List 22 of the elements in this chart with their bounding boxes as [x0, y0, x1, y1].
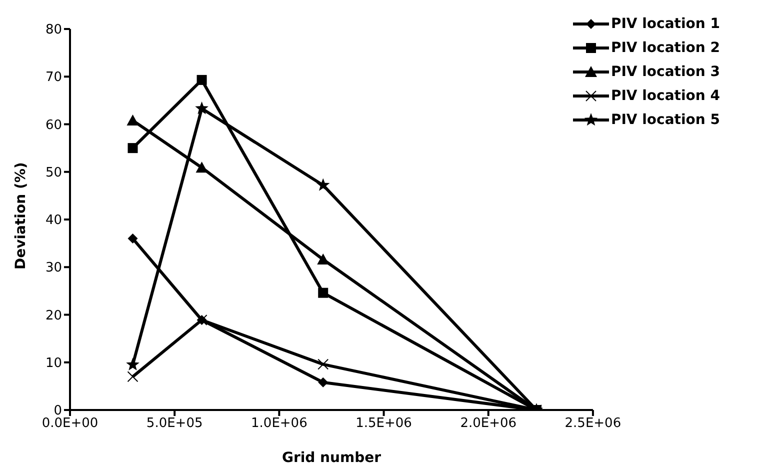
y-tick-label: 80: [45, 22, 62, 38]
legend-label: PIV location 3: [610, 64, 720, 80]
x-tick-label: 2.0E+06: [460, 416, 517, 432]
legend-label: PIV location 5: [610, 112, 720, 128]
x-tick-label: 2.5E+06: [564, 416, 622, 432]
y-tick-label: 40: [45, 213, 62, 228]
x-tick-label: 1.5E+06: [356, 416, 412, 432]
x-tick-label: 1.0E+06: [251, 416, 308, 432]
legend-label: PIV location 2: [610, 40, 720, 56]
legend-label: PIV location 1: [610, 16, 720, 32]
y-tick-label: 60: [45, 118, 62, 133]
y-tick-label: 0: [54, 404, 62, 419]
y-tick-label: 70: [45, 70, 62, 86]
x-axis-title: Grid number: [282, 450, 382, 466]
y-tick-label: 10: [45, 356, 62, 371]
y-tick-label: 30: [45, 260, 62, 276]
x-tick-label: 5.0E+05: [146, 416, 203, 432]
y-axis-title: Deviation (%): [12, 162, 29, 270]
x-tick-label: 0.0E+00: [42, 416, 98, 432]
y-tick-label: 20: [45, 308, 62, 324]
y-tick-label: 50: [45, 165, 62, 180]
legend-label: PIV location 4: [610, 88, 720, 104]
